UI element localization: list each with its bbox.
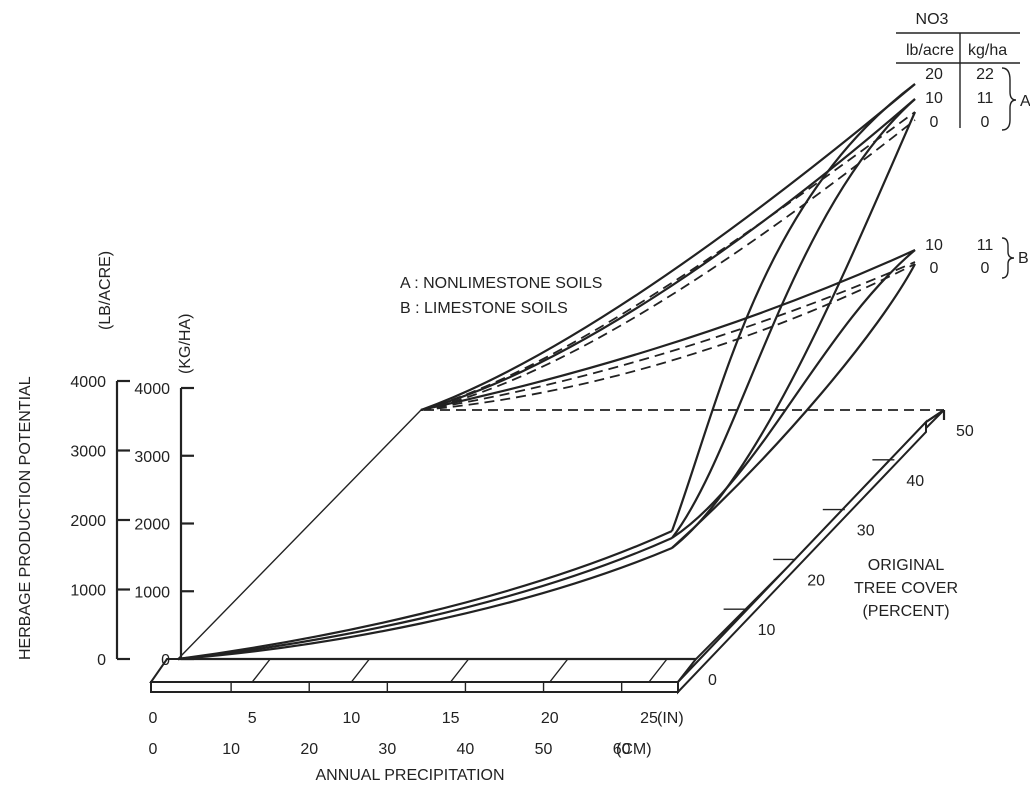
precip-inch-gridline	[251, 658, 271, 683]
precip-inch-tick-label: 25	[640, 710, 658, 727]
legend-col-lb: lb/acre	[906, 42, 954, 59]
curve-top-a10	[420, 98, 916, 412]
legend-b10-kg: 11	[977, 237, 994, 254]
y-outer-tick-label: 2000	[70, 513, 106, 530]
precip-inch-tick-label: 10	[343, 710, 361, 727]
precip-cm-tick-label: 0	[149, 741, 158, 758]
precip-cm-tick-label: 30	[378, 741, 396, 758]
y-inner-tick-label: 3000	[134, 449, 170, 466]
curve-rise-a10	[671, 98, 916, 539]
y-outer-tick-label: 1000	[70, 583, 106, 600]
annotation-a: A : NONLIMESTONE SOILS	[400, 275, 602, 292]
legend-group-b: B	[1018, 250, 1029, 267]
curve-top-a20	[420, 83, 916, 412]
tree-cover-tick-label: 50	[956, 423, 974, 440]
annotation-b: B : LIMESTONE SOILS	[400, 300, 568, 317]
precip-slab-top	[149, 658, 699, 683]
tree-cover-ticks: 0 10 20 30 40 50	[708, 423, 974, 689]
precip-cm-tick-label: 10	[222, 741, 240, 758]
y-outer-ticks: 0 1000 2000 3000 4000	[70, 374, 130, 669]
y-inner-tick-label: 2000	[134, 517, 170, 534]
y-outer-tick-label: 4000	[70, 374, 106, 391]
legend-a0-lb: 0	[930, 114, 939, 131]
x-inch-unit: (IN)	[657, 710, 684, 727]
response-curves	[177, 83, 917, 661]
y-axis-inner: 0 1000 2000 3000 4000	[134, 381, 194, 669]
precipitation-slab: 0 5 10 15 20 25 0 10 20 30 40 50 60	[149, 657, 699, 758]
precip-cm-tick-label: 20	[300, 741, 318, 758]
y-outer-unit: (LB/ACRE)	[97, 251, 114, 330]
y-inner-tick-label: 0	[161, 652, 170, 669]
legend-brace-a	[1001, 67, 1017, 131]
legend-b0-lb: 0	[930, 260, 939, 277]
z-axis-title-1: ORIGINAL	[868, 557, 945, 574]
tree-cover-tick-label: 10	[758, 622, 776, 639]
legend-b0-kg: 0	[981, 260, 990, 277]
precip-inch-gridline	[350, 658, 370, 683]
y-inner-ticks: 0 1000 2000 3000 4000	[134, 381, 194, 669]
tree-slab-far-edge	[925, 409, 945, 423]
precip-cm-ticks: 0 10 20 30 40 50 60	[149, 682, 631, 758]
legend-brace-b	[1001, 237, 1015, 279]
precip-inch-gridline	[549, 658, 569, 683]
legend-header: NO3	[916, 11, 949, 28]
tree-cover-tick-label: 30	[857, 523, 875, 540]
tree-cover-tick-label: 0	[708, 672, 717, 689]
precip-inch-ticks: 0 5 10 15 20 25	[149, 658, 668, 727]
curve-rise-b10	[671, 249, 916, 539]
tree-cover-tick-label: 40	[906, 473, 924, 490]
precip-inch-tick-label: 5	[248, 710, 257, 727]
tree-slab-side	[677, 419, 927, 695]
legend-group-a: A	[1020, 93, 1030, 110]
tree-cover-tick-label: 20	[807, 572, 825, 589]
z-axis-title-2: TREE COVER	[854, 580, 958, 597]
curve-rise-a0	[671, 111, 917, 549]
y-outer-tick-label: 3000	[70, 444, 106, 461]
curve-rise-a20	[670, 83, 916, 532]
curve-front-a0	[177, 546, 673, 661]
legend-b10-lb: 10	[925, 237, 943, 254]
y-outer-tick-label: 0	[97, 652, 106, 669]
precip-cm-tick-label: 40	[457, 741, 475, 758]
precip-inch-tick-label: 15	[442, 710, 460, 727]
y-axis-outer: 0 1000 2000 3000 4000	[70, 374, 130, 669]
curve-rise-b0	[671, 263, 916, 549]
precip-inch-gridline	[450, 658, 470, 683]
precip-inch-tick-label: 20	[541, 710, 559, 727]
x-cm-unit: (CM)	[616, 741, 652, 758]
back-plane-left-edge	[177, 409, 422, 660]
precip-cm-tick-label: 60	[613, 741, 631, 758]
legend-a0-kg: 0	[981, 114, 990, 131]
y-inner-tick-label: 4000	[134, 381, 170, 398]
x-axis-title: ANNUAL PRECIPITATION	[315, 767, 504, 784]
y-inner-unit: (KG/HA)	[177, 314, 194, 374]
legend-col-kg: kg/ha	[968, 42, 1007, 59]
legend-a20-lb: 20	[925, 66, 943, 83]
tree-cover-slab: 0 10 20 30 40 50	[677, 409, 974, 695]
curve-front-a20	[177, 529, 673, 661]
curve-dash-b1	[420, 261, 916, 411]
precip-cm-tick-label: 50	[535, 741, 553, 758]
precip-inch-tick-label: 0	[149, 710, 158, 727]
legend-a10-kg: 11	[977, 90, 994, 107]
curve-dash-b2	[420, 263, 916, 411]
legend-a20-kg: 22	[976, 66, 994, 83]
legend-table: NO3 lb/acre kg/ha 20 22 10 11 0 0 A 10 1…	[896, 11, 1030, 279]
curve-dash-a2	[420, 119, 916, 411]
curve-front-a10	[177, 536, 673, 661]
curve-dash-a1	[420, 111, 916, 411]
curve-top-b10	[420, 248, 916, 412]
y-axis-title: HERBAGE PRODUCTION POTENTIAL	[17, 376, 34, 660]
legend-a10-lb: 10	[925, 90, 943, 107]
y-inner-tick-label: 1000	[134, 584, 170, 601]
precip-slab-front	[150, 681, 679, 693]
precip-inch-gridline	[648, 658, 668, 683]
z-axis-title-3: (PERCENT)	[862, 603, 949, 620]
